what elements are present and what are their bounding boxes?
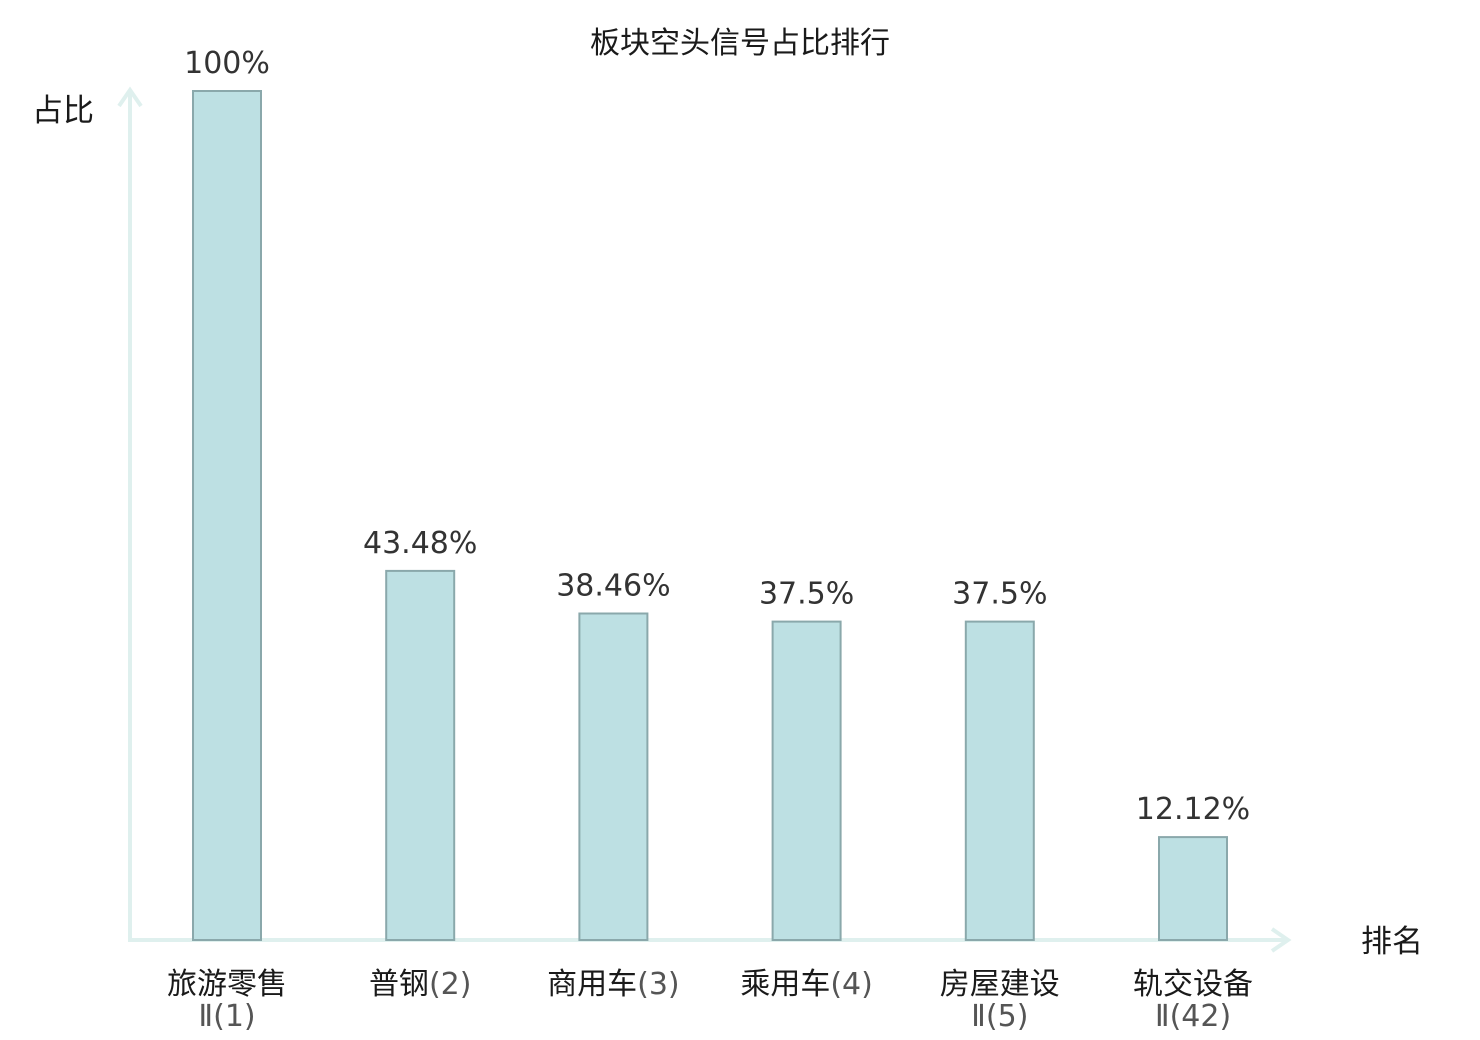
category-label-5: 房屋建设 <box>940 967 1060 1002</box>
value-label-5: 37.5% <box>952 577 1047 612</box>
bar-5 <box>964 620 1035 941</box>
y-axis-label: 占比 <box>32 93 94 129</box>
category-label-6: 轨交设备 <box>1133 967 1253 1002</box>
y-axis-arrow-icon <box>117 86 143 108</box>
category-label-3: 商用车(3) <box>547 967 680 1002</box>
category-rank-6: Ⅱ(42) <box>1155 999 1231 1034</box>
bar-2 <box>385 569 456 942</box>
bar-4 <box>771 620 842 941</box>
value-label-6: 12.12% <box>1136 792 1250 827</box>
x-axis-arrow-icon <box>1270 927 1292 953</box>
bar-1 <box>192 90 262 941</box>
category-rank-1: Ⅱ(1) <box>198 999 255 1034</box>
category-label-1: 旅游零售 <box>167 967 287 1002</box>
chart-title: 板块空头信号占比排行 <box>590 26 890 61</box>
bar-6 <box>1158 836 1228 941</box>
category-rank-5: Ⅱ(5) <box>971 999 1028 1034</box>
category-label-4: 乘用车(4) <box>740 967 873 1002</box>
value-label-3: 38.46% <box>556 569 670 604</box>
value-label-1: 100% <box>184 46 270 81</box>
category-label-2: 普钢(2) <box>369 967 472 1002</box>
value-label-4: 37.5% <box>759 577 854 612</box>
x-axis-label: 排名 <box>1361 924 1423 960</box>
value-label-2: 43.48% <box>363 526 477 561</box>
bar-3 <box>578 612 649 941</box>
